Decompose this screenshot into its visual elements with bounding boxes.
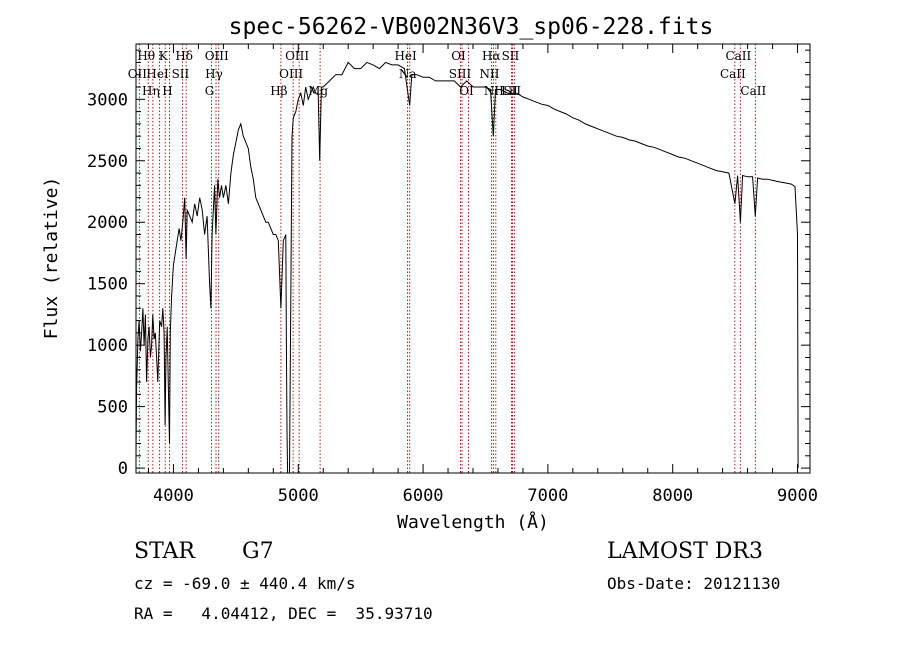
line-label-6: SII xyxy=(172,67,190,81)
x-tick-label: 9000 xyxy=(777,486,818,506)
y-tick-label: 1000 xyxy=(87,336,128,356)
x-axis-label: Wavelength (Å) xyxy=(397,511,549,533)
line-label-25: LiI xyxy=(501,84,518,98)
y-tick-label: 2000 xyxy=(87,213,128,233)
line-label-17: OI xyxy=(451,49,466,63)
line-label-1: OII xyxy=(128,67,148,81)
y-tick-label: 500 xyxy=(97,398,128,418)
x-tick-label: 8000 xyxy=(652,486,693,506)
line-label-2: Hη xyxy=(142,84,160,98)
y-tick-label: 2500 xyxy=(87,152,128,172)
y-axis-label: Flux (relative) xyxy=(41,177,62,340)
obs-date: Obs-Date: 20121130 xyxy=(607,574,781,593)
line-label-23: SII xyxy=(502,49,520,63)
line-label-13: OIII xyxy=(279,67,303,81)
line-label-20: Hα xyxy=(482,49,501,63)
y-tick-label: 0 xyxy=(118,459,128,479)
line-label-8: OIII xyxy=(205,49,229,63)
line-label-0: Hθ xyxy=(137,49,155,63)
y-axis-ticks: 0 500 1000 1500 2000 2500 3000 xyxy=(87,49,810,479)
line-label-19: OI xyxy=(459,84,474,98)
y-tick-label: 1500 xyxy=(87,275,128,295)
line-label-21: NII xyxy=(479,67,499,81)
line-label-24: SII xyxy=(503,84,521,98)
line-label-26: CaII xyxy=(725,49,751,63)
x-tick-label: 4000 xyxy=(153,486,194,506)
line-label-22: NII xyxy=(484,84,504,98)
x-tick-label: 6000 xyxy=(403,486,444,506)
plot-frame xyxy=(135,43,811,474)
object-class: STAR xyxy=(134,539,195,564)
redshift-readout: cz = -69.0 ± 440.4 km/s xyxy=(134,574,356,593)
spectral-line-markers xyxy=(138,44,756,473)
line-label-16: Na xyxy=(399,67,417,81)
line-label-9: Hγ xyxy=(205,67,223,81)
line-label-5: H xyxy=(162,84,172,98)
line-label-18: SIII xyxy=(449,67,472,81)
line-label-28: CaII xyxy=(740,84,766,98)
line-label-3: K xyxy=(159,49,169,63)
line-label-15: HeI xyxy=(394,49,417,63)
line-label-7: Hδ xyxy=(175,49,193,63)
line-label-11: Hβ xyxy=(270,84,287,98)
x-axis-ticks: 4000 5000 6000 7000 8000 9000 xyxy=(147,44,818,506)
chart-title: spec-56262-VB002N36V3_sp06-228.fits xyxy=(229,14,714,40)
line-label-4: HeI xyxy=(146,67,169,81)
coordinates-readout: RA = 4.04412, DEC = 35.93710 xyxy=(134,604,433,623)
line-label-27: CaII xyxy=(720,67,746,81)
line-label-10: G xyxy=(205,84,215,98)
survey-name: LAMOST DR3 xyxy=(607,539,763,564)
spectrum-line xyxy=(135,61,799,474)
x-tick-label: 7000 xyxy=(527,486,568,506)
object-subclass: G7 xyxy=(242,539,274,564)
line-label-12: OIII xyxy=(285,49,309,63)
y-tick-label: 3000 xyxy=(87,90,128,110)
x-tick-label: 5000 xyxy=(278,486,319,506)
